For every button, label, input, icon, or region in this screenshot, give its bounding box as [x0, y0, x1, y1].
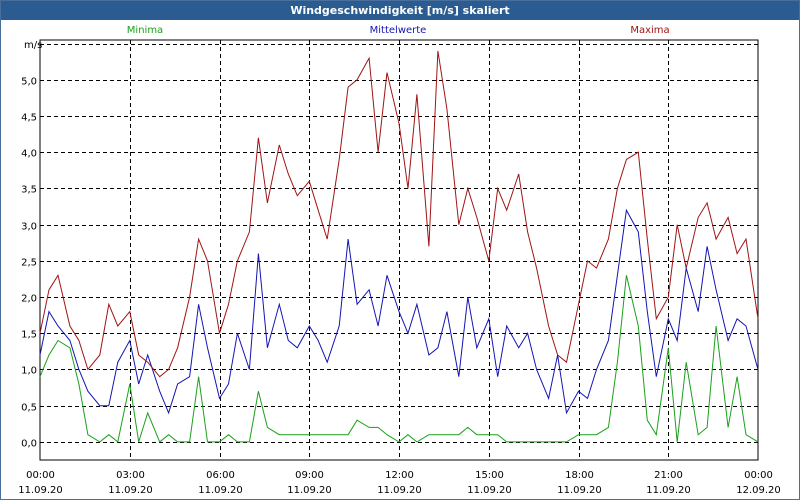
- series-minima-line: [39, 275, 759, 443]
- y-tick-label: 0,0: [21, 439, 37, 450]
- grid-lines: [40, 40, 758, 460]
- y-tick-label: 2,5: [21, 258, 37, 269]
- x-tick-time: 21:00: [654, 470, 683, 481]
- y-tick-label: 0,5: [21, 403, 37, 414]
- x-tick-date: 11.09.20: [467, 485, 512, 496]
- y-tick-label: 4,5: [21, 113, 37, 124]
- legend-maxima: Maxima: [630, 25, 669, 36]
- y-tick-label: 5,0: [21, 77, 37, 88]
- y-tick-label: 4,0: [21, 149, 37, 160]
- legend-minima: Minima: [127, 25, 163, 36]
- y-axis-label: m/s: [24, 40, 42, 51]
- x-tick-date: 11.09.20: [557, 485, 602, 496]
- x-tick-date: 11.09.20: [18, 485, 63, 496]
- x-tick-time: 09:00: [295, 470, 324, 481]
- x-tick-time: 03:00: [116, 470, 145, 481]
- x-tick-time: 00:00: [744, 470, 773, 481]
- x-tick-date: 12.09.20: [736, 485, 781, 496]
- y-tick-label: 1,0: [21, 366, 37, 377]
- y-tick-label: 1,5: [21, 330, 37, 341]
- x-tick-time: 06:00: [206, 470, 235, 481]
- x-tick-date: 11.09.20: [646, 485, 691, 496]
- x-tick-time: 12:00: [385, 470, 414, 481]
- y-tick-label: 3,0: [21, 222, 37, 233]
- x-tick-time: 15:00: [475, 470, 504, 481]
- x-tick-date: 11.09.20: [287, 485, 332, 496]
- x-tick-date: 11.09.20: [198, 485, 243, 496]
- series-maxima-line: [39, 50, 759, 378]
- x-tick-time: 18:00: [565, 470, 594, 481]
- legend-mittelwerte: Mittelwerte: [370, 25, 427, 36]
- x-tick-date: 11.09.20: [377, 485, 422, 496]
- legend: Minima Mittelwerte Maxima: [127, 25, 670, 36]
- series-lines: [39, 50, 759, 443]
- series-mittelwerte-line: [39, 208, 759, 415]
- axes: 0,0 0,5 1,0 1,5 2,0 2,5 3,0 3,5 4,0 4,5 5,0 00:00 11…: [18, 77, 781, 497]
- plot-frame: [39, 39, 759, 461]
- window-title: Windgeschwindigkeit [m/s] skaliert: [1, 1, 799, 20]
- x-tick-time: 00:00: [26, 470, 55, 481]
- x-tick-date: 11.09.20: [108, 485, 153, 496]
- y-tick-label: 2,0: [21, 294, 37, 305]
- y-tick-label: 3,5: [21, 185, 37, 196]
